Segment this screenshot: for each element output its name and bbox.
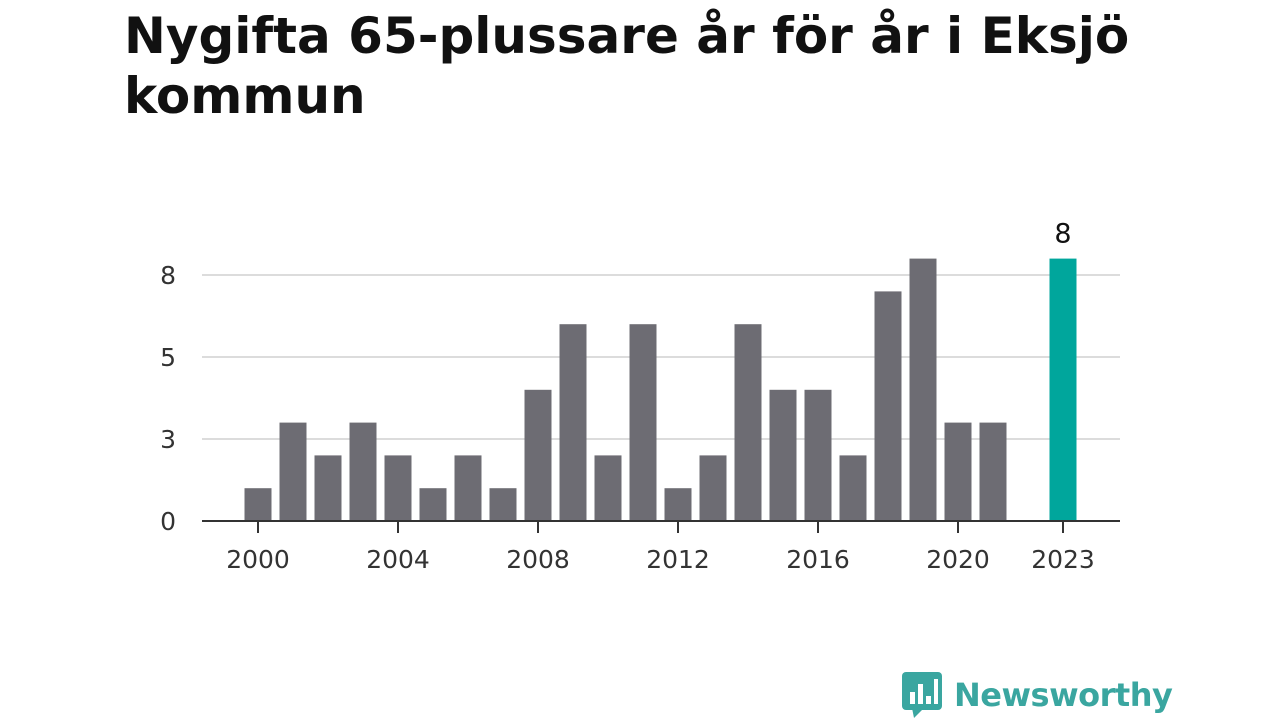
y-axis-labels: 0 3 5 8	[160, 261, 176, 536]
bar-2016	[804, 389, 832, 521]
bar-2006	[454, 455, 482, 521]
bar-2013	[699, 455, 727, 521]
y-tick-label: 8	[160, 261, 176, 290]
bar-2019	[909, 258, 937, 521]
chart-title: Nygifta 65-plussare år för år i Eksjö ko…	[124, 7, 1130, 125]
y-tick-label: 0	[160, 507, 176, 536]
y-tick-label: 3	[160, 425, 176, 454]
bar-2023	[1049, 258, 1077, 521]
bars	[244, 258, 1077, 521]
data-labels: 8	[1054, 219, 1071, 250]
x-tick-label: 2016	[786, 545, 850, 574]
bar-2017	[839, 455, 867, 521]
bar-2009	[559, 324, 587, 521]
x-tick-label: 2008	[506, 545, 570, 574]
bar-2000	[244, 488, 272, 521]
x-tick-label: 2023	[1031, 545, 1095, 574]
brand-name: Newsworthy	[954, 676, 1173, 714]
bar-2011	[629, 324, 657, 521]
x-tick-label: 2012	[646, 545, 710, 574]
bar-2020	[944, 422, 972, 521]
bar-2014	[734, 324, 762, 521]
bar-2003	[349, 422, 377, 521]
bar-2015	[769, 389, 797, 521]
bar-2010	[594, 455, 622, 521]
x-tick-label: 2004	[366, 545, 430, 574]
x-axis-labels: 2000 2004 2008 2012 2016 2020 2023	[226, 545, 1095, 574]
bar-2001	[279, 422, 307, 521]
bar-2005	[419, 488, 447, 521]
bar-2008	[524, 389, 552, 521]
bar-2021	[979, 422, 1007, 521]
y-tick-label: 5	[160, 343, 176, 372]
bar-2002	[314, 455, 342, 521]
bar-2018	[874, 291, 902, 521]
x-tick-label: 2000	[226, 545, 290, 574]
bar-2007	[489, 488, 517, 521]
grid-lines	[202, 274, 1120, 440]
data-label-2023: 8	[1054, 219, 1071, 250]
x-tick-label: 2020	[926, 545, 990, 574]
x-ticks	[257, 521, 1064, 533]
bar-chart-speech-bubble-icon	[902, 672, 942, 718]
bar-2004	[384, 455, 412, 521]
brand-logo: Newsworthy	[902, 670, 1173, 720]
bar-2012	[664, 488, 692, 521]
